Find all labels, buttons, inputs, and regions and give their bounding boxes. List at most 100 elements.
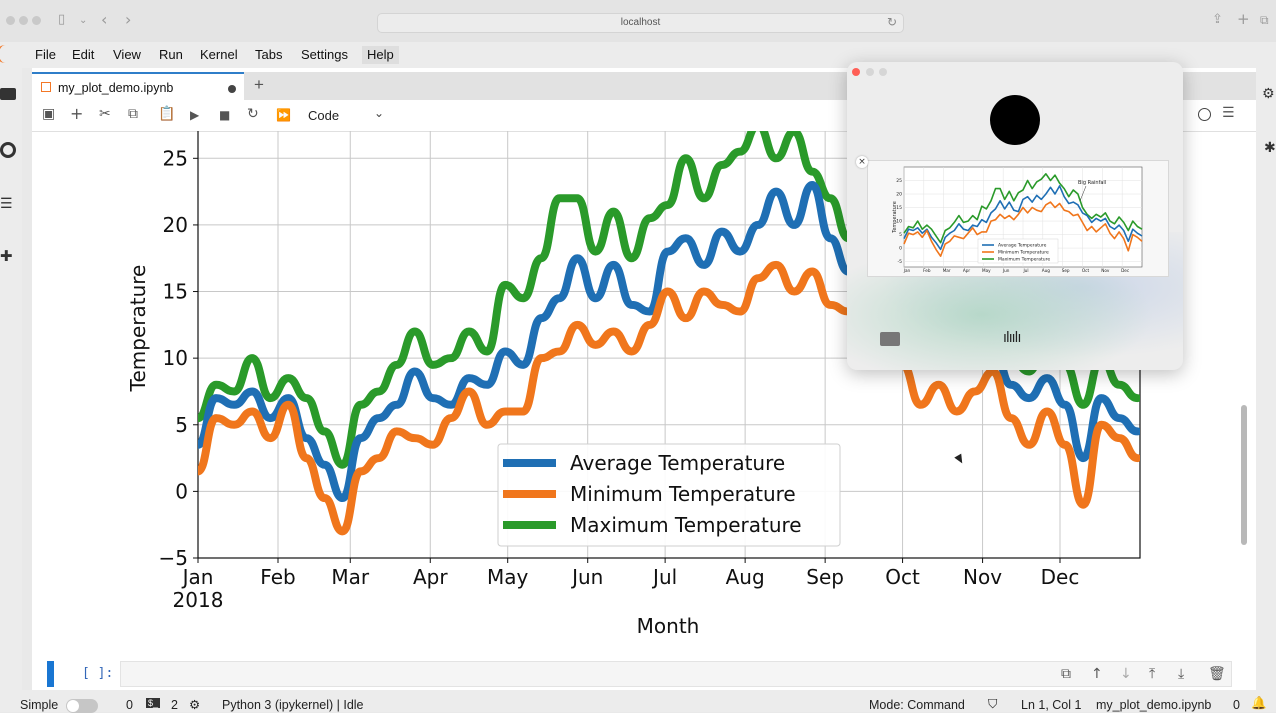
sidebar-toggle-icon[interactable]: ▯ [58, 12, 66, 27]
x-tick-label: Feb [260, 565, 295, 589]
running-sessions-icon[interactable] [0, 142, 16, 158]
popup-minimize-light[interactable] [866, 68, 874, 76]
property-inspector-icon[interactable]: ⚙ [1262, 86, 1275, 102]
simple-mode-toggle[interactable] [66, 699, 98, 713]
window-close-light[interactable] [6, 16, 15, 25]
y-tick-label: 0 [175, 479, 188, 503]
menu-tabs[interactable]: Tabs [255, 47, 283, 62]
table-of-contents-icon[interactable]: ☰ [0, 195, 13, 211]
thumb-y-tick-label: -5 [898, 259, 903, 265]
notebook-scrollbar[interactable] [1241, 405, 1247, 545]
terminal-icon[interactable]: $_ [146, 698, 161, 708]
thumb-x-tick-label: Jan [903, 268, 911, 273]
cut-icon[interactable]: ✂ [99, 106, 111, 122]
paste-icon[interactable]: 📋 [158, 106, 176, 122]
thumb-y-tick-label: 0 [899, 246, 902, 252]
popup-zoom-light[interactable] [879, 68, 887, 76]
back-icon[interactable]: ‹ [101, 10, 108, 29]
thumb-x-tick-label: May [982, 268, 991, 273]
kernel-status[interactable]: Python 3 (ipykernel) | Idle [222, 698, 364, 712]
kernel-count: 2 [171, 698, 178, 712]
bell-icon[interactable]: 🔔 [1251, 695, 1267, 710]
cursor-position[interactable]: Ln 1, Col 1 [1021, 698, 1082, 712]
recording-popup: 25 20 15 10 5 0 -5 Jan Feb Mar Apr May Jun Jul Aug Sep… [847, 62, 1183, 370]
x-tick-label: Jun [570, 565, 603, 589]
tab-notebook[interactable]: my_plot_demo.ipynb [32, 72, 244, 100]
thumbnail-chart: 25 20 15 10 5 0 -5 Jan Feb Mar Apr May Jun Jul Aug Sep… [892, 166, 1143, 273]
thumb-legend-label: Maximum Temperature [998, 257, 1050, 263]
thumb-x-tick-label: Apr [963, 268, 971, 273]
legend-label: Minimum Temperature [570, 482, 796, 506]
run-icon[interactable]: ▶ [190, 108, 200, 122]
thumb-x-tick-label: Jul [1022, 268, 1028, 273]
thumb-x-tick-label: Nov [1101, 268, 1110, 273]
series-line-1 [198, 260, 1140, 536]
new-tab-icon[interactable]: + [1237, 10, 1250, 28]
copy-icon[interactable]: ⧉ [128, 106, 138, 122]
active-cell-marker [47, 661, 54, 687]
kernel-sessions-icon[interactable]: ⚙ [189, 697, 201, 712]
thumb-annotation: Big Rainfall [1078, 180, 1106, 186]
unsaved-indicator-icon[interactable] [228, 85, 236, 93]
save-icon[interactable]: ▣ [42, 106, 56, 122]
right-sidebar: ⚙ ✱ [1256, 68, 1276, 690]
thumb-legend-label: Average Temperature [998, 243, 1047, 249]
plot-thumbnail[interactable]: 25 20 15 10 5 0 -5 Jan Feb Mar Apr May Jun Jul Aug Sep… [867, 160, 1169, 277]
legend-label: Maximum Temperature [570, 513, 802, 537]
insert-cell-icon[interactable]: + [70, 104, 84, 123]
extensions-icon[interactable]: ✚ [0, 248, 13, 265]
thumb-x-ticks: Jan Feb Mar Apr May Jun Jul Aug Sep Oct Nov Dec [903, 268, 1130, 273]
duplicate-cell-icon[interactable]: ⧉ [1061, 666, 1071, 682]
popup-close-light[interactable] [852, 68, 860, 76]
chevron-down-icon[interactable]: ⌄ [79, 15, 88, 26]
folder-icon[interactable] [0, 88, 16, 100]
window-minimize-light[interactable] [19, 16, 28, 25]
move-up-icon[interactable]: ↑ [1091, 666, 1103, 682]
shield-icon[interactable]: ⛉ [988, 696, 998, 711]
screen-share-icon[interactable] [880, 332, 900, 346]
thumb-series-line [903, 201, 1143, 257]
move-down-icon[interactable]: ↓ [1120, 666, 1132, 682]
reload-icon[interactable]: ↻ [886, 15, 897, 29]
cell-type-select[interactable]: Code [308, 108, 340, 123]
y-tick-label: 25 [163, 146, 188, 170]
insert-above-icon[interactable]: ⤒ [1149, 666, 1156, 682]
menu-settings[interactable]: Settings [301, 47, 348, 62]
forward-icon[interactable]: › [125, 10, 132, 29]
thumb-y-tick-label: 5 [899, 232, 902, 238]
x-tick-label: Mar [331, 565, 370, 589]
thumb-series-line [903, 173, 1143, 244]
restart-run-all-icon[interactable]: ⏩ [276, 108, 291, 122]
address-bar[interactable]: localhost ↻ [377, 13, 904, 33]
add-tab-button[interactable]: + [254, 75, 264, 94]
insert-below-icon[interactable]: ⤓ [1178, 666, 1185, 682]
stop-icon[interactable]: ■ [219, 108, 231, 122]
thumb-series-line [903, 185, 1143, 251]
y-tick-label: 5 [175, 413, 188, 437]
debugger-icon[interactable]: ✱ [1264, 140, 1276, 156]
x-tick-label: Jan [181, 565, 214, 589]
code-cell-input[interactable] [120, 661, 1232, 687]
restart-icon[interactable]: ↻ [247, 106, 259, 122]
menu-file[interactable]: File [35, 47, 56, 62]
window-zoom-light[interactable] [32, 16, 41, 25]
x-tick-label: Nov [963, 565, 1002, 589]
thumb-y-tick-label: 10 [896, 219, 902, 225]
menu-run[interactable]: Run [159, 47, 183, 62]
kernel-status-icon [1198, 108, 1211, 121]
close-icon[interactable]: × [856, 156, 868, 168]
share-icon[interactable]: ⇪ [1212, 12, 1223, 27]
y-tick-labels: −5 0 5 10 15 20 25 [159, 146, 198, 570]
menu-kernel[interactable]: Kernel [200, 47, 238, 62]
menu-help[interactable]: Help [362, 46, 399, 64]
audio-waveform-icon[interactable]: ılıılı [1003, 330, 1021, 346]
menu-edit[interactable]: Edit [72, 47, 95, 62]
x-axis-label: Month [637, 614, 700, 638]
tab-overview-icon[interactable]: ⧉ [1260, 13, 1269, 27]
menu-view[interactable]: View [113, 47, 141, 62]
chevron-down-icon[interactable]: ⌄ [374, 106, 385, 120]
notebook-icon [41, 82, 51, 92]
menu-icon[interactable]: ☰ [1222, 105, 1235, 121]
delete-cell-icon[interactable]: 🗑 [1208, 666, 1226, 682]
